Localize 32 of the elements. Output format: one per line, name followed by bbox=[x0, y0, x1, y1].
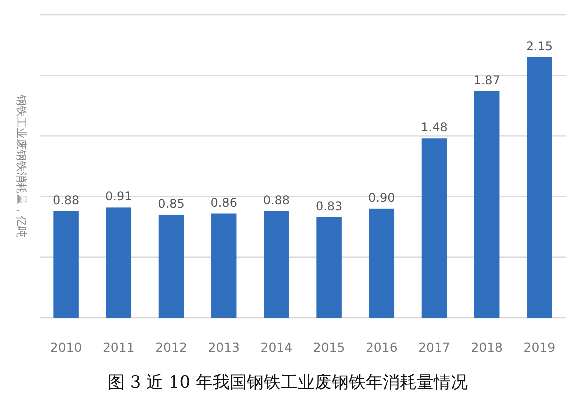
bar bbox=[158, 214, 184, 318]
x-tick-label: 2013 bbox=[208, 340, 240, 355]
x-tick-label: 2016 bbox=[366, 340, 398, 355]
x-tick-label: 2019 bbox=[524, 340, 556, 355]
data-label: 0.88 bbox=[52, 193, 80, 208]
bar bbox=[106, 208, 132, 318]
data-label: 0.85 bbox=[158, 196, 185, 211]
data-label: 1.48 bbox=[421, 120, 448, 135]
bar bbox=[527, 57, 552, 318]
data-label: 0.90 bbox=[368, 190, 396, 205]
x-tick-label: 2015 bbox=[313, 340, 346, 355]
bar bbox=[264, 211, 290, 318]
x-tick-label: 2014 bbox=[260, 340, 293, 355]
bar bbox=[422, 138, 448, 318]
data-label: 0.88 bbox=[263, 193, 290, 208]
data-label: 0.86 bbox=[210, 196, 238, 210]
bar bbox=[54, 211, 79, 318]
bar bbox=[211, 214, 237, 318]
data-label: 0.91 bbox=[106, 190, 132, 204]
data-label: 2.15 bbox=[526, 39, 554, 54]
caption: 图 3 近 10 年我国钢铁工业废钢铁年消耗量情况 bbox=[108, 373, 468, 393]
bar bbox=[474, 91, 500, 318]
x-tick-label: 2017 bbox=[418, 340, 450, 355]
data-label: 0.83 bbox=[316, 199, 343, 214]
x-tick-label: 2018 bbox=[471, 340, 504, 355]
x-tick-label: 2010 bbox=[50, 340, 82, 355]
data-label: 1.87 bbox=[474, 73, 500, 88]
bar bbox=[369, 208, 395, 318]
x-tick-label: 2011 bbox=[102, 340, 135, 355]
y-axis-title: 钢铁工业废钢铁消耗量，亿吨 bbox=[15, 94, 28, 238]
bar bbox=[316, 217, 342, 318]
x-tick-label: 2012 bbox=[156, 340, 188, 355]
